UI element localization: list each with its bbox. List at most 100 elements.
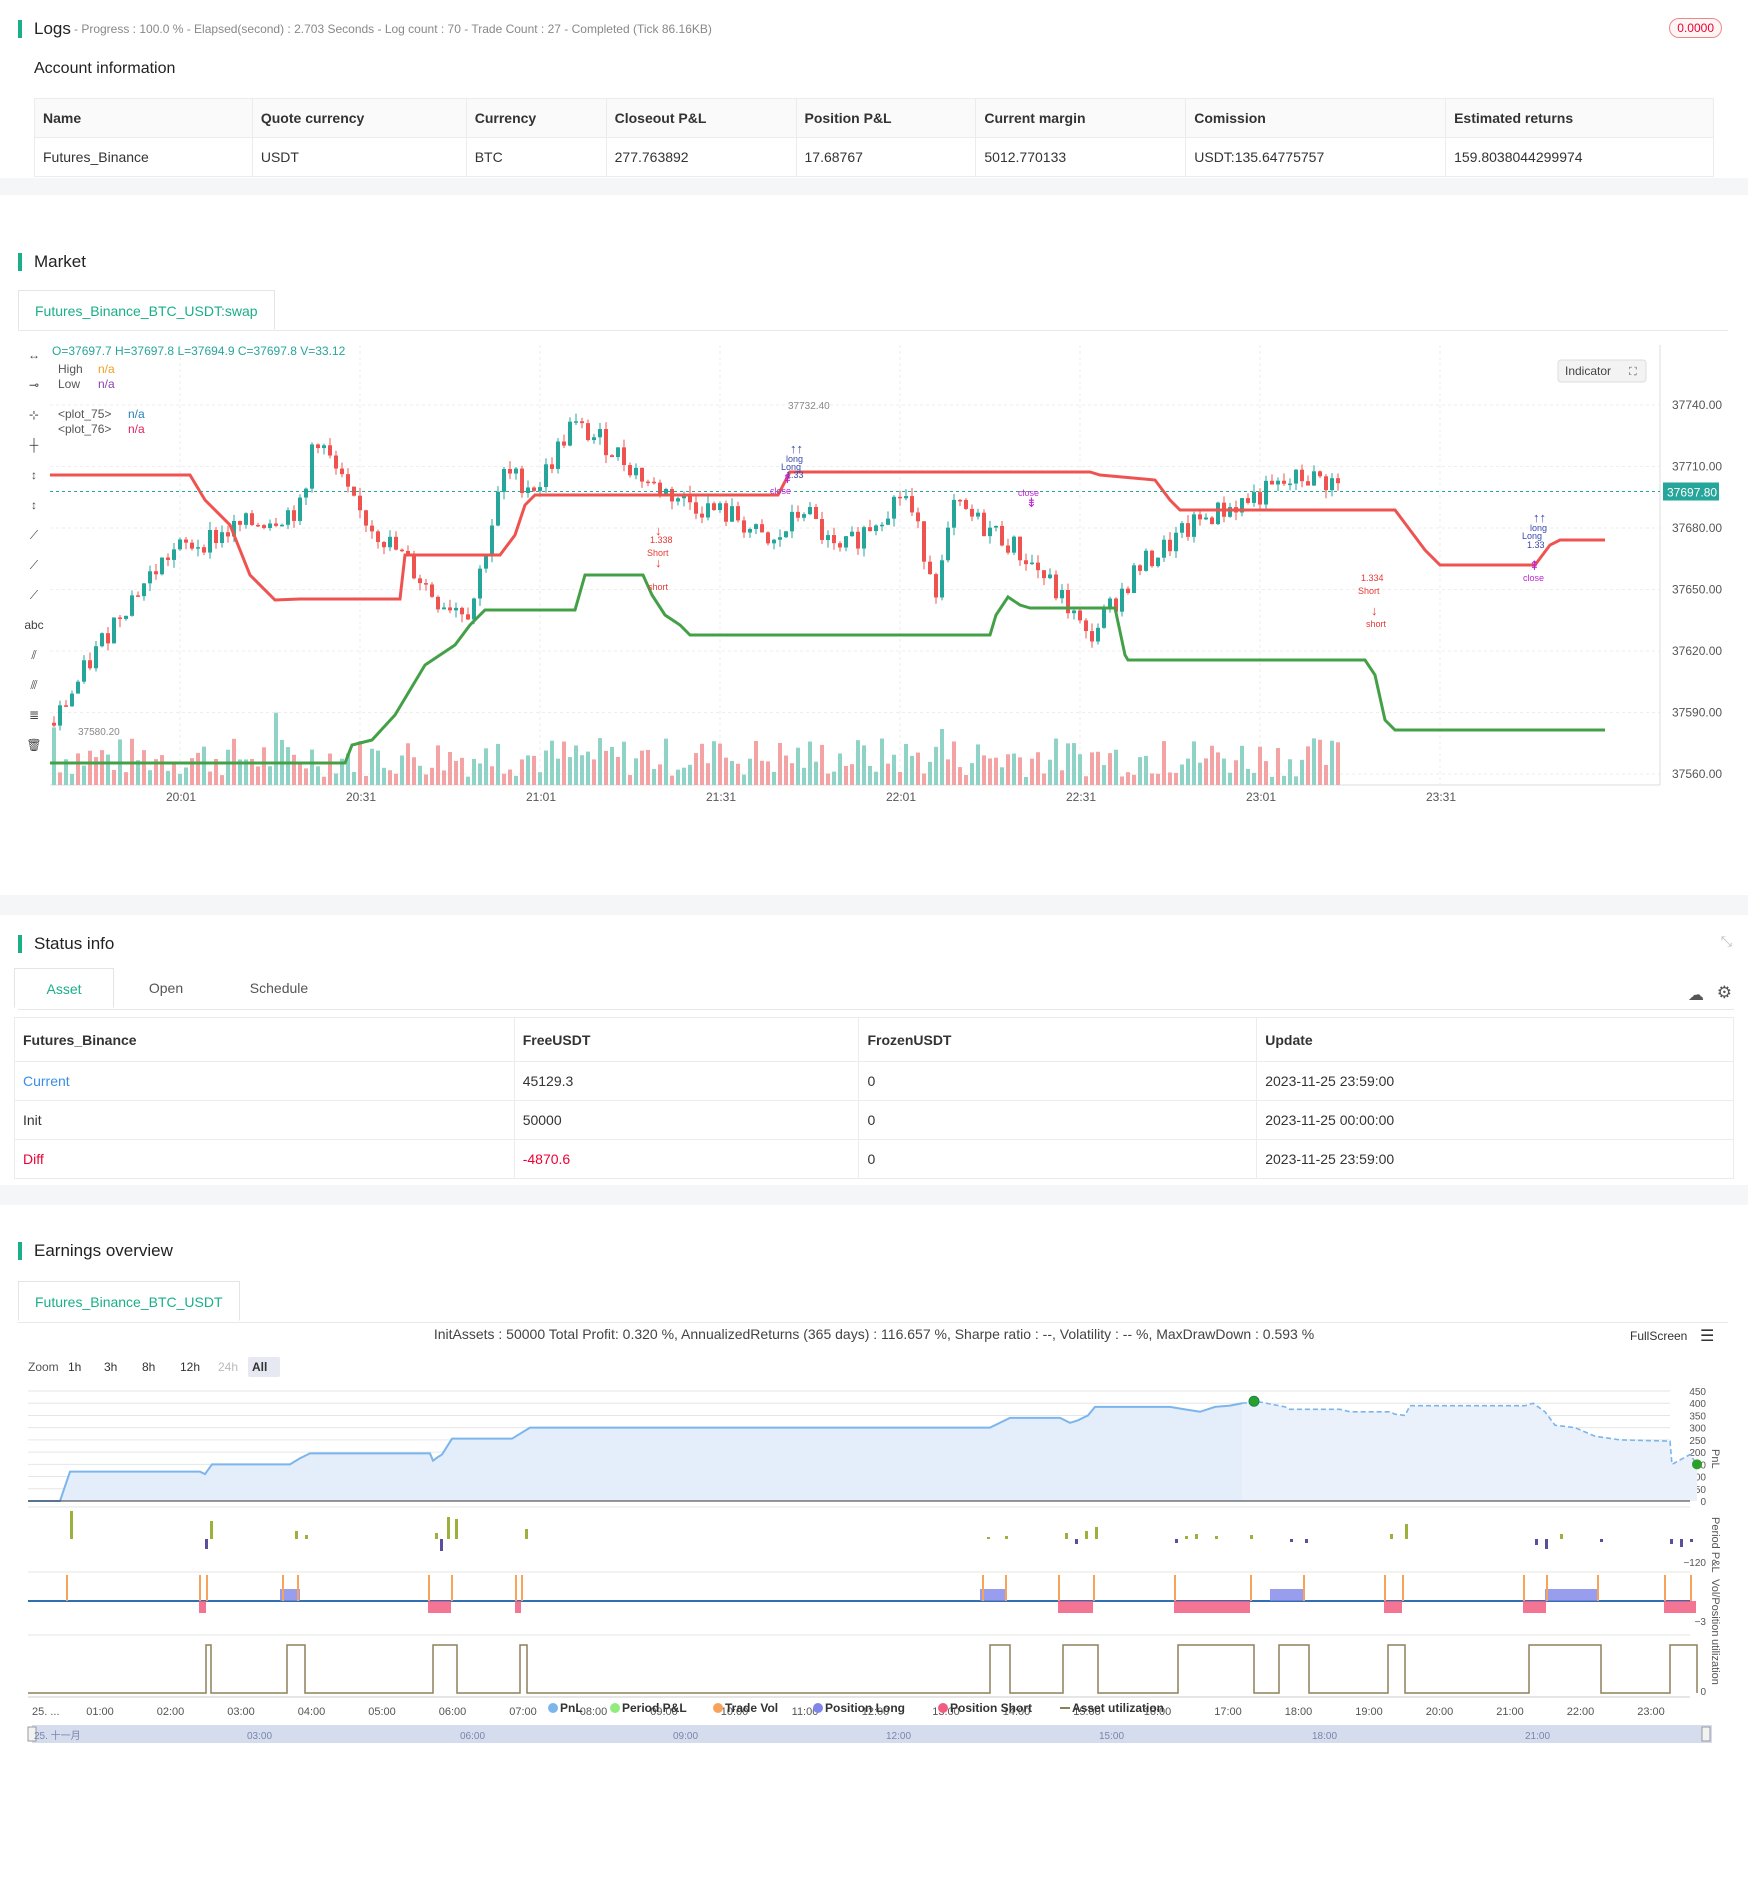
trade-vol-bar: [1093, 1575, 1095, 1601]
time-tick-label: 11:00: [792, 1706, 819, 1718]
candle-body: [1216, 502, 1220, 525]
candle-body: [754, 524, 758, 530]
volume-bar: [466, 776, 470, 785]
volume-bar: [754, 740, 758, 785]
pnl-tick-label: 350: [1689, 1411, 1706, 1422]
volume-bar: [1030, 758, 1034, 785]
candle-body: [1006, 545, 1010, 553]
cloud-icon[interactable]: ☁: [1688, 987, 1704, 1004]
volume-bar: [676, 769, 680, 785]
candle-body: [112, 617, 116, 644]
asset-cell: 45129.3: [513, 1061, 860, 1101]
time-tick-label: 23:31: [1426, 790, 1456, 804]
volume-bar: [406, 743, 410, 785]
time-tick-label: 21:01: [526, 790, 556, 804]
volume-bar: [700, 743, 704, 785]
account-title: Account information: [34, 60, 176, 77]
volume-bar: [142, 750, 146, 785]
candle-body: [310, 444, 314, 489]
asset-cell: 0: [858, 1100, 1258, 1140]
candle-body: [196, 547, 200, 549]
candle-body: [1048, 574, 1052, 579]
candle-body: [1318, 471, 1322, 477]
volume-bar: [340, 758, 344, 785]
volume-bar: [1048, 759, 1052, 785]
period-pnl-bar: [305, 1535, 308, 1539]
candle-body: [970, 508, 974, 517]
status-tab-asset[interactable]: Asset: [14, 968, 114, 1008]
trade-vol-bar: [1690, 1575, 1692, 1601]
legend-value: n/a: [98, 377, 115, 391]
volume-bar: [76, 753, 80, 785]
position-long-block: [280, 1589, 300, 1601]
candle-body: [1084, 620, 1088, 632]
vol-tick-label: −3: [1695, 1617, 1707, 1628]
candle-body: [1150, 550, 1154, 567]
volume-bar: [1258, 746, 1262, 785]
status-tab-open-orders[interactable]: Open orders: [146, 980, 186, 1036]
navigator-tick-label: 06:00: [460, 1731, 485, 1742]
asset-cell: 2023-11-25 23:59:00: [1256, 1139, 1734, 1179]
volume-bar: [478, 763, 482, 785]
indicator-button-label: Indicator: [1565, 364, 1611, 378]
volume-bar: [868, 765, 872, 785]
asset-cell: 2023-11-25 00:00:00: [1256, 1100, 1734, 1140]
market-tab[interactable]: Futures_Binance_BTC_USDT:swap: [18, 290, 275, 330]
period-pnl-bar: [1670, 1539, 1673, 1544]
candle-body: [922, 521, 926, 562]
navigator-handle-right: [1701, 1726, 1711, 1742]
candle-body: [568, 421, 572, 446]
candle-body: [1252, 492, 1256, 503]
trade-annotation: Long: [1522, 531, 1542, 541]
candle-body: [136, 595, 140, 597]
status-card: Status info ⤡ Asset Open orders Schedule o…: [0, 915, 1748, 1185]
trade-annotation: short: [1366, 619, 1387, 629]
candle-body: [1246, 498, 1250, 503]
volume-bar: [304, 768, 308, 785]
status-tab-schedule-orders[interactable]: Schedule orders: [249, 980, 309, 1036]
earnings-tab[interactable]: Futures_Binance_BTC_USDT: [18, 1281, 240, 1321]
volume-bar: [256, 766, 260, 785]
candle-body: [64, 705, 68, 707]
price-tick-label: 37620.00: [1672, 644, 1722, 658]
candle-body: [532, 487, 536, 491]
candlestick-chart[interactable]: 37740.00 37710.00 37680.00 37650.00 37620.00…: [0, 335, 1748, 895]
candle-body: [484, 555, 488, 569]
gear-icon[interactable]: ⚙: [1716, 983, 1732, 1002]
trade-annotation: Long: [781, 462, 801, 472]
volume-bar: [394, 773, 398, 785]
candle-body: [1108, 598, 1112, 609]
candle-body: [880, 524, 884, 527]
candle-body: [850, 531, 854, 537]
time-tick-label: 19:00: [1355, 1706, 1383, 1718]
navigator-handle-left: [27, 1726, 37, 1742]
period-pnl-bar: [1185, 1536, 1188, 1539]
zoom-active-bg: [248, 1357, 280, 1377]
candle-body: [1210, 517, 1214, 525]
navigator-tick-label: 12:00: [886, 1731, 911, 1742]
volume-bar: [1336, 742, 1340, 785]
fullscreen-label: FullScreen: [1630, 1329, 1687, 1343]
asset-col-header: FreeUSDT: [513, 1017, 860, 1062]
trade-arrow-icon: ↑↑: [790, 441, 803, 456]
candle-body: [1174, 532, 1178, 552]
volume-bar: [634, 758, 638, 785]
candle-body: [1198, 514, 1202, 520]
volume-bar: [706, 763, 710, 785]
pnl-tick-label: 100: [1689, 1473, 1706, 1484]
volume-bar: [874, 771, 878, 785]
candle-body: [526, 487, 530, 494]
candle-body: [130, 595, 134, 616]
logs-card: Logs - Progress : 100.0 % - Elapsed(seco…: [0, 0, 1748, 178]
period-axis-title: Period P&L: [1709, 1517, 1721, 1573]
drawing-tool-icon: ⫽: [30, 648, 37, 662]
position-long-block: [1545, 1589, 1597, 1601]
position-short-block: [515, 1601, 521, 1613]
candle-body: [274, 523, 278, 526]
candle-body: [1270, 480, 1274, 485]
earnings-chart[interactable]: InitAssets : 50000 Total Profit: 0.320 %…: [0, 1319, 1748, 1899]
collapse-icon[interactable]: ⤡: [1720, 933, 1732, 949]
account-cell: USDT:135.64775757: [1185, 137, 1447, 177]
volume-bar: [220, 775, 224, 785]
candle-body: [910, 496, 914, 513]
